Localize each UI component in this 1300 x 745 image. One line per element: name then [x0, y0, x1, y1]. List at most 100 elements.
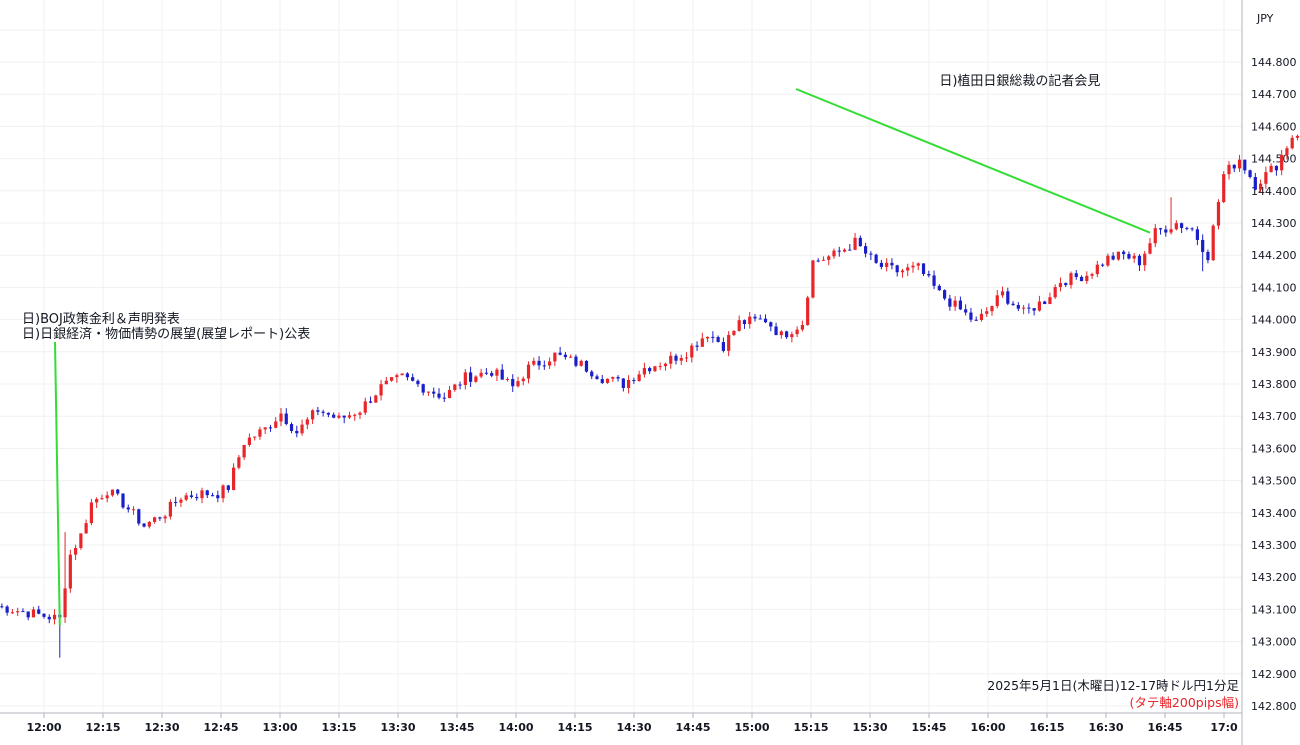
candle-body-down [774, 326, 778, 336]
candle-body-up [379, 384, 383, 396]
candle-body-down [342, 415, 346, 418]
currency-label: JPY [1256, 12, 1274, 25]
candle-body-up [52, 614, 57, 620]
candle-body-up [1169, 229, 1173, 233]
candle-body-down [216, 495, 220, 499]
x-tick-label: 13:45 [439, 721, 474, 734]
candle-body-down [895, 265, 899, 273]
candle-body-down [326, 412, 330, 415]
candle-body-down [616, 377, 620, 379]
candle-body-up [179, 499, 183, 503]
candle-body-up [1174, 223, 1178, 230]
candle-body-up [279, 413, 283, 422]
candle-body-down [721, 342, 725, 351]
y-tick-label: 143.600 [1251, 442, 1297, 455]
y-tick-label: 142.900 [1251, 668, 1297, 681]
annotation-line [795, 88, 1151, 234]
candle-body-up [84, 523, 88, 534]
candle-body-up [1095, 264, 1099, 275]
candle-body-up [474, 376, 478, 382]
candle-body-down [37, 609, 41, 614]
candle-body-up [953, 300, 957, 307]
candle-body-down [590, 371, 594, 377]
candle-body-up [553, 352, 557, 362]
candle-body-down [421, 384, 425, 393]
candle-body-down [879, 262, 883, 267]
candle-body-down [837, 250, 841, 252]
candle-body-down [1158, 228, 1163, 230]
candle-body-down [437, 393, 441, 398]
candle-body-down [1043, 301, 1047, 305]
candle-body-down [442, 397, 446, 399]
candle-body-up [821, 259, 826, 261]
candle-body-down [137, 509, 141, 524]
candle-body-up [669, 355, 673, 364]
y-tick-label: 144.600 [1251, 120, 1297, 133]
y-tick-label: 144.400 [1251, 185, 1297, 198]
candle-body-down [490, 373, 494, 376]
x-tick-label: 12:45 [203, 721, 238, 734]
candle-body-down [848, 249, 852, 251]
candle-body-up [1022, 307, 1026, 309]
candle-body-down [1253, 177, 1257, 190]
candle-body-up [463, 372, 467, 386]
x-tick-label: 13:30 [380, 721, 415, 734]
candle-body-up [911, 265, 915, 268]
candle-body-down [411, 377, 415, 381]
y-tick-label: 143.000 [1251, 636, 1297, 649]
candle-body-up [795, 329, 799, 335]
candle-body-down [210, 495, 215, 497]
candle-body-up [1058, 283, 1063, 288]
x-tick-label: 12:15 [85, 721, 120, 734]
y-tick-label: 143.500 [1251, 475, 1297, 488]
candle-body-down [1032, 308, 1036, 311]
candle-body-up [1269, 165, 1273, 173]
candle-body-up [74, 547, 78, 555]
candle-body-down [648, 368, 652, 372]
candle-body-up [995, 295, 999, 307]
candle-body-up [153, 517, 157, 522]
x-tick-label: 16:30 [1088, 721, 1123, 734]
candle-body-down [174, 501, 178, 503]
x-tick-label: 15:15 [793, 721, 828, 734]
candle-body-down [927, 274, 931, 276]
y-tick-label: 143.300 [1251, 539, 1297, 552]
candle-body-up [842, 249, 847, 252]
candle-body-up [1264, 172, 1268, 184]
y-tick-label: 143.800 [1251, 378, 1297, 391]
y-tick-label: 144.100 [1251, 281, 1297, 294]
candle-body-up [521, 378, 525, 382]
candle-body-up [990, 306, 994, 312]
candle-body-down [121, 493, 125, 508]
candle-body-down [268, 427, 273, 429]
candle-body-up [979, 313, 984, 320]
candle-body-up [690, 345, 694, 358]
candle-body-up [79, 533, 83, 548]
candle-body-down [785, 331, 789, 338]
candle-body-up [1106, 255, 1110, 266]
candle-body-up [358, 412, 362, 415]
candle-body-up [1053, 287, 1057, 298]
candle-body-up [732, 330, 736, 335]
candle-body-down [769, 322, 773, 327]
candle-body-up [1037, 301, 1041, 311]
annotation-text: 日)植田日銀総裁の記者会見 [939, 73, 1100, 89]
candle-body-down [1232, 164, 1236, 169]
candle-body-up [737, 320, 741, 331]
candle-body-up [337, 415, 341, 418]
candle-body-up [184, 495, 188, 500]
annotation-text: 日)BOJ政策金利＆声明発表 [22, 311, 180, 327]
x-tick-label: 16:00 [970, 721, 1005, 734]
candle-body-down [1248, 170, 1252, 178]
y-tick-label: 144.500 [1251, 153, 1297, 166]
candle-body-up [110, 489, 115, 496]
candle-body-down [948, 298, 952, 307]
candle-body-down [511, 378, 515, 387]
candle-body-up [700, 338, 704, 347]
candle-body-up [68, 554, 72, 589]
candle-body-up [779, 331, 783, 336]
candle-body-up [653, 366, 657, 372]
candle-body-down [1274, 165, 1278, 171]
candle-body-up [100, 498, 104, 500]
